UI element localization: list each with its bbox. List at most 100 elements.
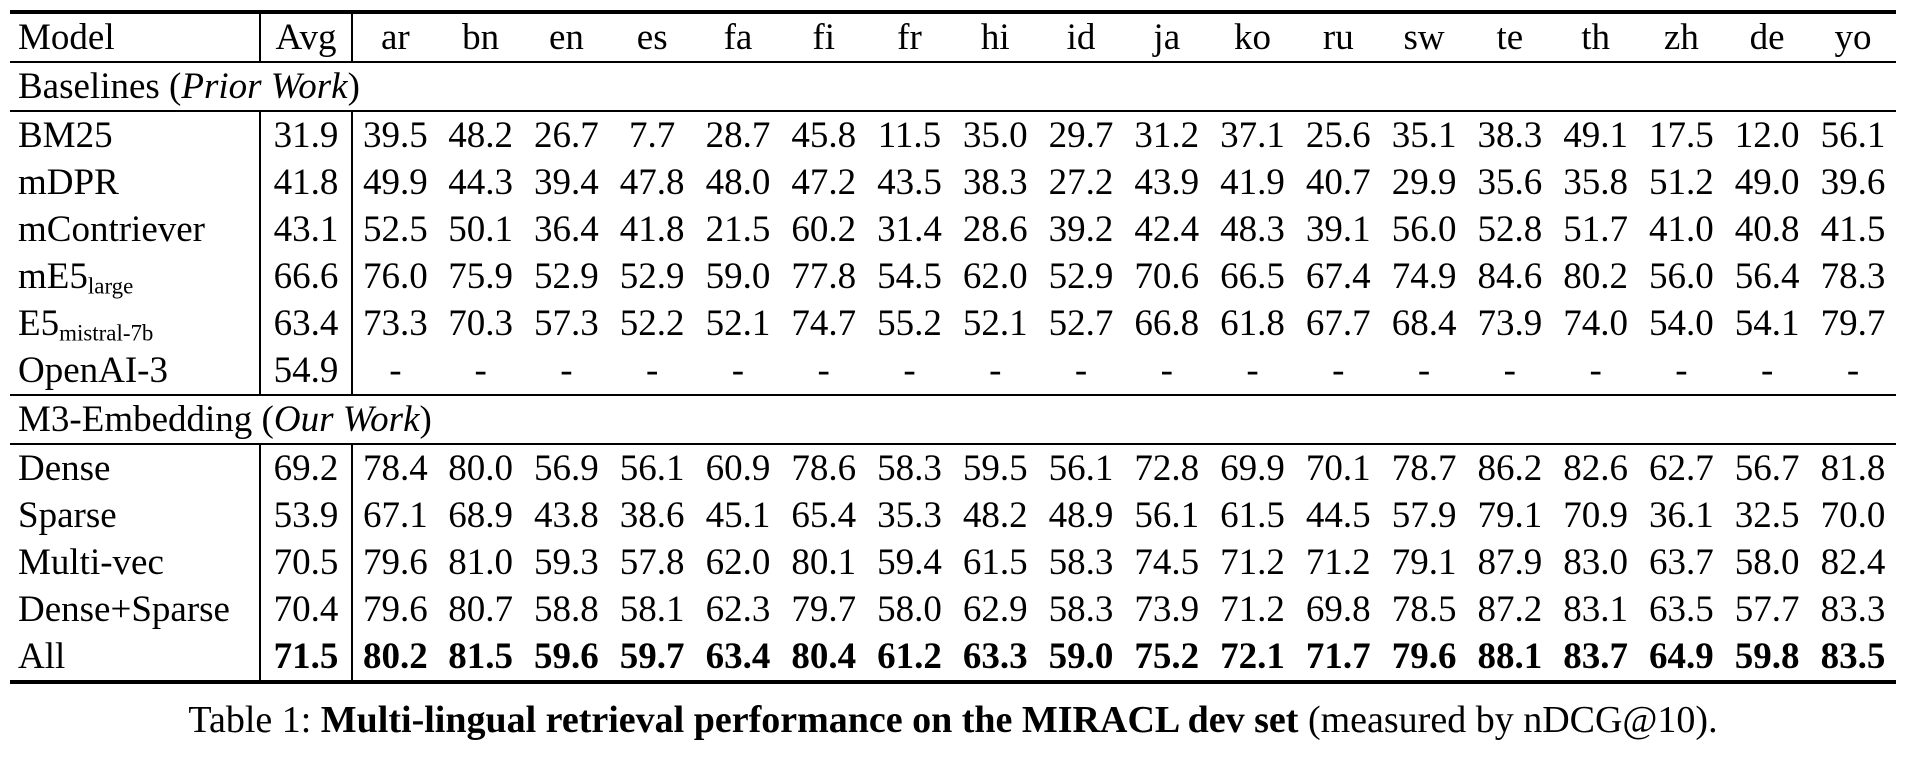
value-cell-bn: 80.7 [448, 589, 514, 630]
table-row: E5mistral-7b 63.4 73.3 70.3 57.3 52.2 52.1 74.7… [10, 300, 1896, 347]
model-cell: Dense+Sparse [18, 589, 230, 630]
value-cell-te: - [1503, 350, 1516, 391]
value-cell-ko: 41.9 [1220, 162, 1285, 203]
table-row: BM25 31.9 39.5 48.2 26.7 7.7 28.7 45.8 11.5 35.0 2… [10, 111, 1896, 159]
value-cell-yo: 83.3 [1820, 589, 1886, 630]
table-row: mDPR 41.8 49.9 44.3 39.4 47.8 48.0 47.2 43.5 38.3… [10, 159, 1896, 206]
value-cell-hi: - [989, 350, 1002, 391]
value-cell-hi: 38.3 [962, 162, 1028, 203]
value-cell-ko: 61.8 [1220, 303, 1285, 344]
value-cell-zh: 41.0 [1648, 209, 1714, 250]
table-row: All 71.5 80.2 81.5 59.6 59.7 63.4 80.4 61.2 63.3 5… [10, 633, 1896, 682]
value-cell-fr: 35.3 [877, 495, 942, 536]
column-header-sw: sw [1403, 17, 1445, 58]
value-cell-zh: 64.9 [1648, 636, 1714, 677]
value-cell-ja: 42.4 [1134, 209, 1200, 250]
value-cell-ru: 70.1 [1305, 448, 1371, 489]
value-cell-fi: 65.4 [791, 495, 857, 536]
value-cell-sw: 35.1 [1391, 115, 1457, 156]
value-cell-bn: 75.9 [448, 256, 514, 297]
value-cell-sw: 57.9 [1391, 495, 1457, 536]
value-cell-de: 49.0 [1734, 162, 1800, 203]
column-header-yo: yo [1834, 17, 1872, 58]
value-cell-ko: 72.1 [1220, 636, 1285, 677]
value-cell-en: 57.3 [534, 303, 599, 344]
value-cell-id: 58.3 [1048, 589, 1114, 630]
value-cell-id: 52.7 [1048, 303, 1114, 344]
value-cell-th: 83.0 [1563, 542, 1628, 583]
value-cell-sw: 79.1 [1391, 542, 1457, 583]
avg-cell: 43.1 [259, 206, 352, 253]
value-cell-es: - [646, 350, 659, 391]
column-header-es: es [636, 17, 668, 58]
value-cell-yo: 81.8 [1820, 448, 1886, 489]
value-cell-fi: 77.8 [791, 256, 857, 297]
value-cell-te: 84.6 [1477, 256, 1543, 297]
value-cell-de: 56.4 [1734, 256, 1800, 297]
value-cell-bn: 80.0 [448, 448, 514, 489]
value-cell-fa: 48.0 [705, 162, 771, 203]
value-cell-sw: 68.4 [1391, 303, 1457, 344]
value-cell-sw: 29.9 [1391, 162, 1457, 203]
value-cell-fi: 45.8 [791, 115, 857, 156]
value-cell-zh: 17.5 [1648, 115, 1714, 156]
value-cell-ko: 69.9 [1220, 448, 1285, 489]
value-cell-ar: 52.5 [351, 206, 438, 253]
column-header-ko: ko [1234, 17, 1272, 58]
value-cell-fa: 62.0 [705, 542, 771, 583]
value-cell-ar: 80.2 [351, 633, 438, 682]
value-cell-zh: 63.7 [1648, 542, 1714, 583]
value-cell-fa: 21.5 [705, 209, 771, 250]
section-header-label: Baselines (Prior Work) [10, 61, 1896, 112]
model-cell: Dense [18, 448, 111, 489]
value-cell-sw: 78.5 [1391, 589, 1457, 630]
value-cell-en: 59.3 [534, 542, 599, 583]
value-cell-zh: 56.0 [1648, 256, 1714, 297]
value-cell-sw: 78.7 [1391, 448, 1457, 489]
value-cell-te: 88.1 [1477, 636, 1543, 677]
value-cell-ko: 71.2 [1220, 542, 1285, 583]
value-cell-ru: 39.1 [1305, 209, 1371, 250]
model-cell: Sparse [18, 495, 117, 536]
value-cell-en: 56.9 [534, 448, 599, 489]
value-cell-bn: 81.5 [448, 636, 514, 677]
value-cell-de: 59.8 [1734, 636, 1800, 677]
column-header-hi: hi [980, 17, 1010, 58]
value-cell-ja: 72.8 [1134, 448, 1200, 489]
value-cell-id: 39.2 [1048, 209, 1114, 250]
value-cell-ja: 66.8 [1134, 303, 1200, 344]
value-cell-en: 43.8 [534, 495, 599, 536]
value-cell-en: 59.6 [534, 636, 599, 677]
value-cell-fa: 45.1 [705, 495, 771, 536]
value-cell-bn: - [474, 350, 487, 391]
value-cell-hi: 59.5 [962, 448, 1028, 489]
caption-prefix: Table 1: [188, 699, 321, 741]
value-cell-fr: 11.5 [877, 115, 942, 156]
value-cell-te: 52.8 [1477, 209, 1543, 250]
value-cell-id: 56.1 [1048, 448, 1114, 489]
value-cell-hi: 62.9 [962, 589, 1028, 630]
value-cell-es: 7.7 [629, 115, 676, 156]
value-cell-ru: 40.7 [1305, 162, 1371, 203]
value-cell-fa: 62.3 [705, 589, 771, 630]
value-cell-yo: 78.3 [1820, 256, 1886, 297]
value-cell-fi: 60.2 [791, 209, 857, 250]
value-cell-fa: 63.4 [705, 636, 771, 677]
column-header-ja: ja [1153, 17, 1181, 58]
column-header-ru: ru [1322, 17, 1354, 58]
value-cell-hi: 63.3 [962, 636, 1028, 677]
value-cell-id: 52.9 [1048, 256, 1114, 297]
value-cell-te: 87.9 [1477, 542, 1543, 583]
value-cell-sw: 74.9 [1391, 256, 1457, 297]
column-header-fr: fr [897, 17, 922, 58]
value-cell-bn: 50.1 [448, 209, 514, 250]
avg-cell: 54.9 [259, 347, 352, 395]
caption-bold-text: Multi-lingual retrieval performance on t… [320, 699, 1299, 741]
value-cell-zh: 54.0 [1648, 303, 1714, 344]
value-cell-es: 59.7 [619, 636, 685, 677]
value-cell-fr: 54.5 [877, 256, 942, 297]
column-header-fa: fa [723, 17, 753, 58]
value-cell-fr: 55.2 [877, 303, 942, 344]
value-cell-ja: 43.9 [1134, 162, 1200, 203]
